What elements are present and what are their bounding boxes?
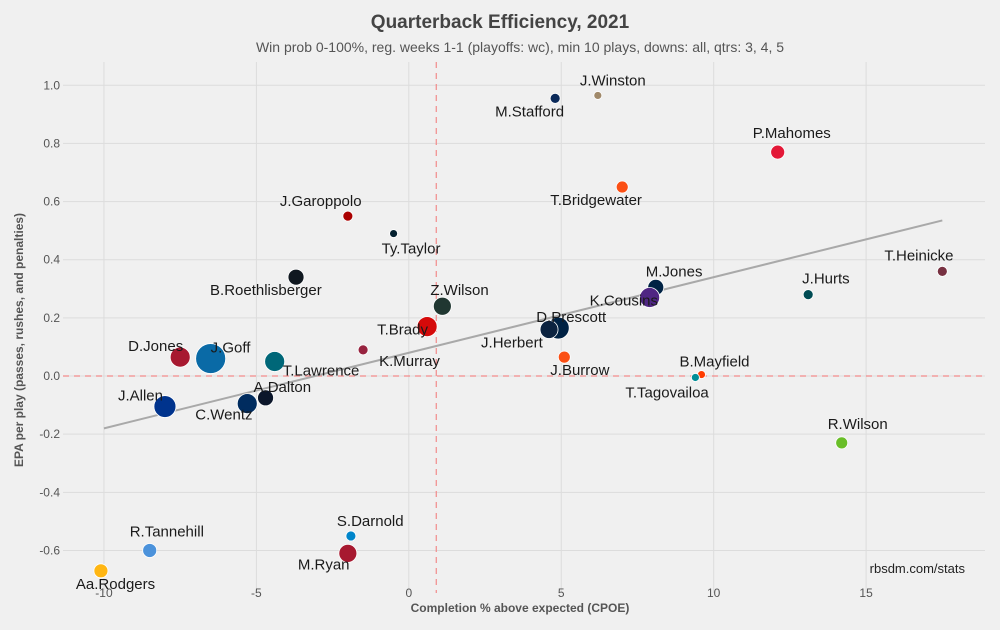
qb-label: J.Goff (211, 340, 252, 357)
qb-label: C.Wentz (195, 407, 252, 424)
qb-label: J.Hurts (802, 271, 850, 288)
qb-point[interactable] (802, 289, 814, 301)
qb-label: R.Tannehill (130, 523, 204, 540)
qb-label: D.Jones (128, 338, 183, 355)
qb-label: M.Jones (646, 263, 703, 280)
y-tick-label: 0.8 (43, 136, 60, 150)
x-tick-label: 0 (405, 586, 412, 600)
chart-subtitle: Win prob 0-100%, reg. weeks 1-1 (playoff… (256, 39, 784, 55)
point-labels: J.Winston M.Stafford P.Mahomes T.Bridgewate… (76, 72, 954, 592)
y-tick-label: -0.4 (39, 485, 60, 499)
qb-point[interactable] (593, 91, 603, 100)
chart-title: Quarterback Efficiency, 2021 (371, 12, 630, 33)
qb-point[interactable] (257, 389, 274, 407)
qb-point[interactable] (770, 144, 786, 160)
qb-point[interactable] (835, 436, 849, 450)
qb-label: Ty.Taylor (382, 241, 441, 258)
qb-label: Aa.Rodgers (76, 576, 155, 593)
qb-label: P.Mahomes (753, 125, 831, 142)
qb-point[interactable] (557, 350, 571, 364)
points (93, 91, 948, 579)
qb-point[interactable] (432, 296, 452, 316)
qb-point[interactable] (549, 92, 561, 104)
qb-label: T.Lawrence (283, 362, 360, 379)
qb-point[interactable] (345, 530, 357, 542)
qb-point[interactable] (338, 543, 358, 563)
axis-ticks: -10 -5 0 5 10 15 -0.6 -0.4 -0.2 0.0 0.2 0.4 0.6 0.8 1.… (39, 78, 873, 600)
qb-label: B.Roethlisberger (210, 282, 322, 299)
qb-label: D.Prescott (536, 309, 607, 326)
qb-label: J.Burrow (550, 362, 609, 379)
qb-label: A.Dalton (254, 379, 312, 396)
qb-label: K.Cousins (590, 293, 658, 310)
qb-label: B.Mayfield (679, 354, 749, 371)
trend-line (103, 219, 943, 430)
qb-label: J.Allen (118, 388, 163, 405)
source-credit: rbsdm.com/stats (870, 561, 966, 576)
qb-point[interactable] (539, 320, 559, 339)
qb-point[interactable] (264, 351, 286, 372)
y-tick-label: 0.2 (43, 311, 60, 325)
qb-label: M.Ryan (298, 556, 350, 573)
qb-point[interactable] (169, 346, 191, 368)
qb-label: S.Darnold (337, 513, 404, 530)
qb-label: T.Brady (377, 322, 428, 339)
y-tick-label: 0.4 (43, 253, 60, 267)
y-axis-label: EPA per play (passes, rushes, and penalt… (12, 213, 26, 467)
y-tick-label: 0.0 (43, 369, 60, 383)
qb-point[interactable] (416, 316, 438, 337)
qb-label: T.Tagovailoa (625, 384, 709, 401)
x-tick-label: 15 (859, 586, 873, 600)
x-tick-label: 5 (558, 586, 565, 600)
qb-point[interactable] (639, 287, 661, 308)
qb-label: M.Stafford (495, 103, 564, 120)
qb-point[interactable] (93, 563, 109, 579)
qb-label: T.Bridgewater (550, 192, 642, 209)
qb-point[interactable] (615, 180, 629, 194)
qb-label: Z.Wilson (430, 282, 488, 299)
qb-label: J.Winston (580, 72, 646, 89)
y-tick-label: 0.6 (43, 195, 60, 209)
qb-point[interactable] (342, 210, 354, 222)
qb-point[interactable] (142, 543, 158, 558)
qb-point[interactable] (389, 229, 398, 238)
qb-label: K.Murray (379, 353, 440, 370)
grid-lines (63, 62, 985, 593)
y-tick-label: -0.2 (39, 427, 60, 441)
qb-label: R.Wilson (828, 416, 888, 433)
y-tick-label: -0.6 (39, 543, 60, 557)
qb-point[interactable] (287, 268, 305, 286)
qb-point[interactable] (690, 373, 700, 382)
x-tick-label: -10 (95, 586, 113, 600)
qb-label: T.Heinicke (884, 247, 953, 264)
y-tick-label: 1.0 (43, 78, 60, 92)
x-tick-label: 10 (707, 586, 721, 600)
x-axis-label: Completion % above expected (CPOE) (411, 601, 630, 615)
qb-label: J.Herbert (481, 335, 544, 352)
qb-point[interactable] (195, 343, 227, 374)
x-tick-label: -5 (251, 586, 262, 600)
qb-label: J.Garoppolo (280, 193, 362, 210)
qb-point[interactable] (153, 395, 177, 418)
qb-point[interactable] (236, 393, 258, 415)
qb-point[interactable] (936, 265, 948, 277)
qb-point[interactable] (357, 344, 369, 356)
